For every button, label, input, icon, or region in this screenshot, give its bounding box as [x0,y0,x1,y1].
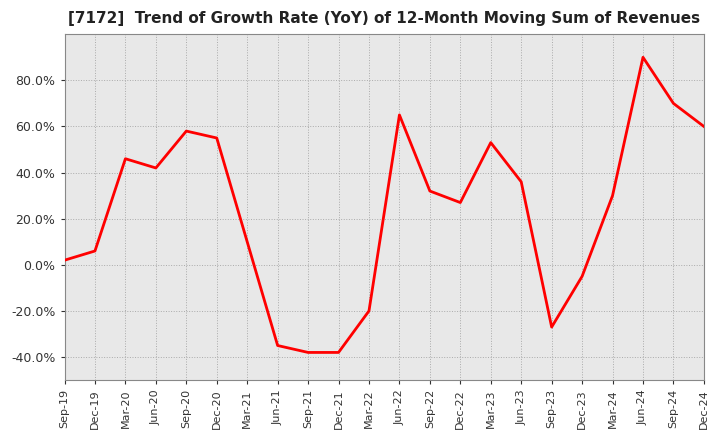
Title: [7172]  Trend of Growth Rate (YoY) of 12-Month Moving Sum of Revenues: [7172] Trend of Growth Rate (YoY) of 12-… [68,11,701,26]
